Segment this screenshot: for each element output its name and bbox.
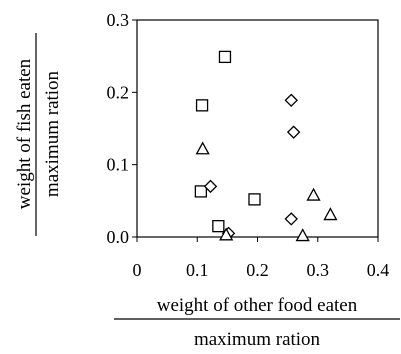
x-tick-label: 0.3 <box>307 260 330 280</box>
x-tick-label: 0.1 <box>186 260 209 280</box>
square-marker <box>194 185 208 198</box>
y-axis-label: weight of fish eaten maximum ration <box>14 33 63 236</box>
triangle-marker <box>195 141 210 155</box>
square-marker <box>195 99 209 112</box>
square-marker <box>212 219 225 233</box>
triangle-marker <box>219 227 234 241</box>
y-axis-label-numerator: weight of fish eaten <box>14 58 35 209</box>
triangle-marker <box>306 187 321 201</box>
y-tick-label: 0.2 <box>107 82 130 102</box>
x-axis-label-denominator: maximum ration <box>194 329 321 350</box>
diamond-marker <box>203 179 218 194</box>
y-tick-label: 0.0 <box>107 227 130 247</box>
triangle-marker <box>295 228 310 242</box>
x-axis-label: weight of other food eaten maximum ratio… <box>114 295 400 350</box>
square-marker <box>248 193 261 206</box>
tick-labels: 0 0.1 0.2 0.3 0.4 0.0 0.1 0.2 0.3 <box>107 10 390 280</box>
triangle-marker <box>323 207 338 221</box>
diamond-marker <box>284 212 298 226</box>
y-tick-label: 0.1 <box>107 155 130 175</box>
axes <box>132 19 379 242</box>
diamond-marker <box>286 125 301 139</box>
y-axis-label-denominator: maximum ration <box>42 70 63 197</box>
x-tick-label: 0.2 <box>246 260 269 280</box>
y-tick-label: 0.3 <box>107 10 130 30</box>
diamond-marker <box>284 93 298 108</box>
square-marker <box>218 50 232 64</box>
x-axis-label-numerator: weight of other food eaten <box>157 295 358 316</box>
x-tick-label: 0 <box>133 260 142 280</box>
x-tick-label: 0.4 <box>367 260 390 280</box>
data-points <box>194 50 338 242</box>
